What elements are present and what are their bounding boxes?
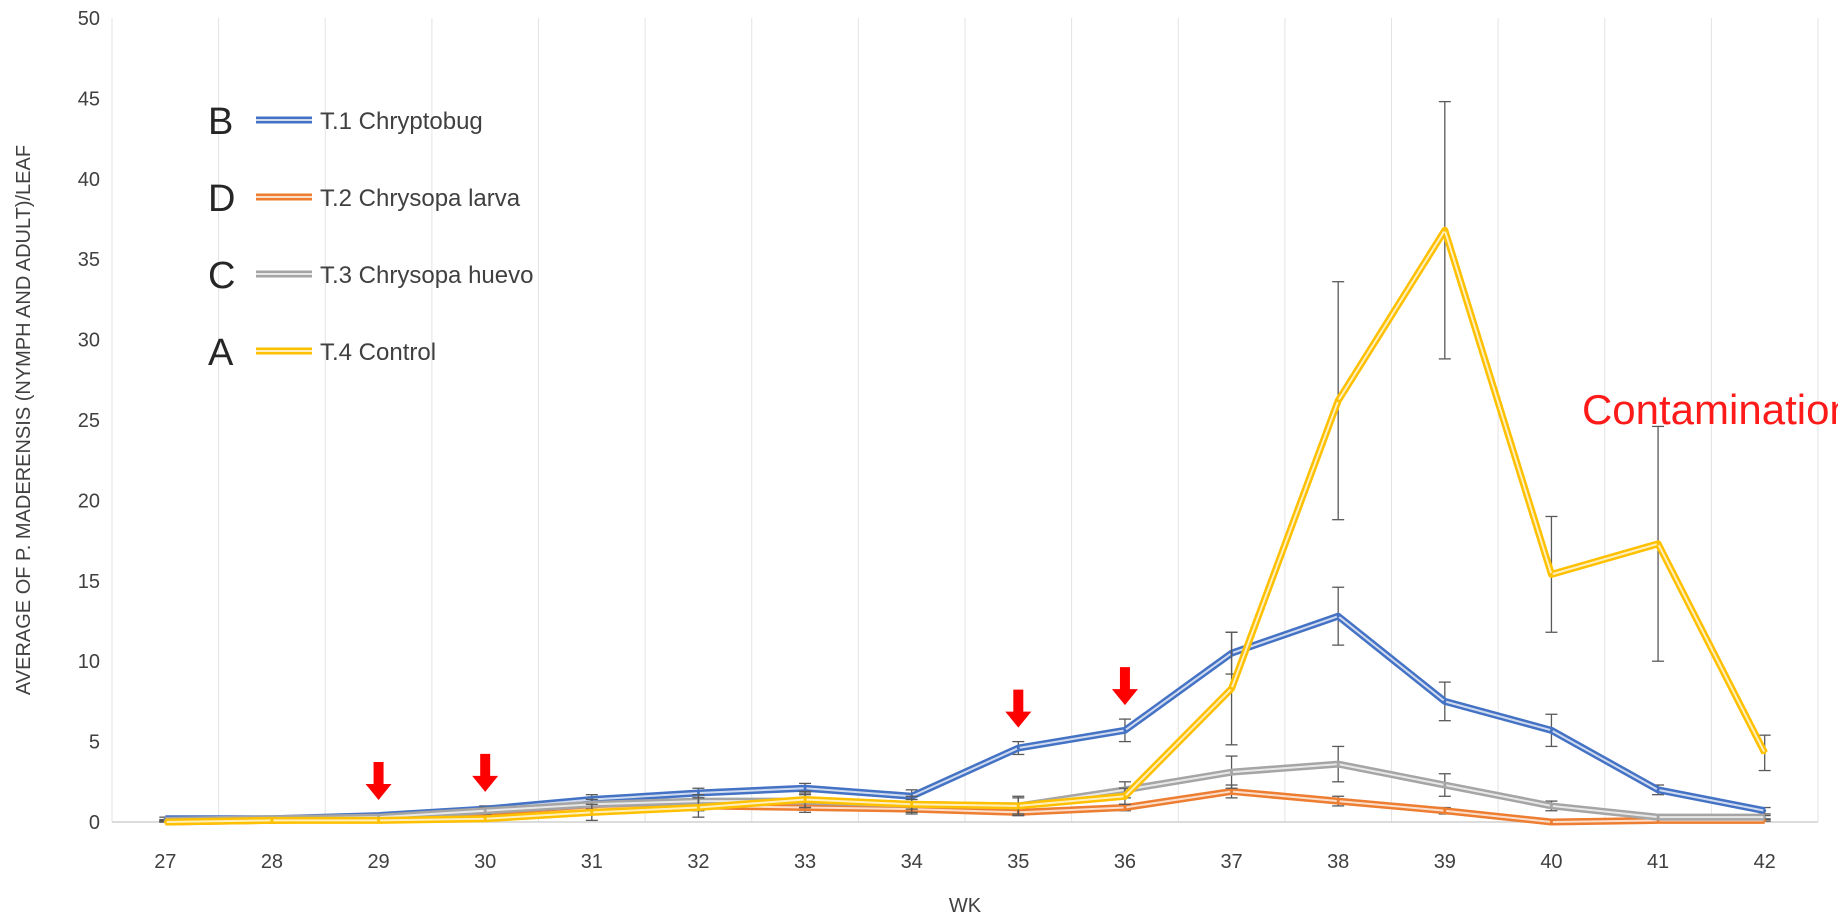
- data-point: [1549, 572, 1553, 576]
- data-point: [1016, 746, 1020, 750]
- y-tick-label: 20: [78, 490, 100, 512]
- data-point: [803, 797, 807, 801]
- vertical-gridlines: [111, 18, 1819, 822]
- data-point: [1230, 687, 1234, 691]
- legend-label: T.3 Chrysopa huevo: [320, 262, 533, 289]
- y-axis-title: AVERAGE OF P. MADERENSIS (NYMPH AND ADUL…: [13, 145, 35, 695]
- x-tick-label: 39: [1434, 851, 1456, 873]
- data-point: [1443, 809, 1447, 813]
- y-tick-label: 30: [78, 330, 100, 352]
- data-point: [483, 817, 487, 821]
- y-tick-label: 35: [78, 249, 100, 271]
- series-t-4-control: [159, 100, 1771, 826]
- legend-label: T.1 Chryptobug: [320, 108, 483, 135]
- series-line-highlight: [165, 229, 1766, 823]
- x-tick-label: 42: [1754, 851, 1776, 873]
- data-point: [1549, 820, 1553, 824]
- y-tick-label: 10: [78, 651, 100, 673]
- y-tick-label: 15: [78, 571, 100, 593]
- x-axis-title: WK: [949, 895, 982, 917]
- legend-letter: D: [208, 178, 235, 220]
- data-point: [696, 791, 700, 795]
- data-point: [483, 809, 487, 813]
- data-point: [696, 806, 700, 810]
- data-point: [1656, 815, 1660, 819]
- x-tick-label: 32: [687, 851, 709, 873]
- data-point: [270, 818, 274, 822]
- data-point: [1336, 762, 1340, 766]
- data-point: [1016, 804, 1020, 808]
- data-point: [1763, 809, 1767, 813]
- series-layer: [159, 100, 1771, 826]
- x-tick-label: 28: [261, 851, 283, 873]
- data-point: [163, 820, 167, 824]
- down-arrow-icon: [365, 761, 392, 800]
- y-tick-label: 50: [78, 8, 100, 30]
- data-point: [1656, 788, 1660, 792]
- legend-label: T.4 Control: [320, 339, 436, 366]
- x-tick-label: 27: [154, 851, 176, 873]
- legend-letter: A: [208, 332, 234, 374]
- data-point: [1443, 699, 1447, 703]
- x-tick-label: 37: [1220, 851, 1242, 873]
- legend-letter: B: [208, 101, 233, 143]
- data-point: [1336, 614, 1340, 618]
- data-point: [1336, 399, 1340, 403]
- data-point: [910, 802, 914, 806]
- x-tick-label: 31: [581, 851, 603, 873]
- data-point: [1443, 783, 1447, 787]
- x-tick-label: 34: [901, 851, 923, 873]
- x-tick-label: 33: [794, 851, 816, 873]
- y-tick-labels: 0 5 10 15 20 25 30 35 40 45 50: [78, 8, 100, 834]
- data-point: [1763, 815, 1767, 819]
- data-point: [1549, 728, 1553, 732]
- data-point: [1549, 804, 1553, 808]
- x-tick-label: 30: [474, 851, 496, 873]
- data-point: [803, 786, 807, 790]
- data-point: [590, 810, 594, 814]
- y-tick-label: 25: [78, 410, 100, 432]
- legend-label: T.2 Chrysopa larva: [320, 185, 521, 212]
- x-tick-label: 36: [1114, 851, 1136, 873]
- data-point: [1230, 770, 1234, 774]
- x-tick-label: 40: [1540, 851, 1562, 873]
- legend-letter: C: [208, 255, 235, 297]
- x-tick-label: 41: [1647, 851, 1669, 873]
- data-point: [1123, 728, 1127, 732]
- x-tick-label: 38: [1327, 851, 1349, 873]
- y-tick-label: 40: [78, 169, 100, 191]
- data-point: [377, 818, 381, 822]
- x-tick-labels: 27 28 29 30 31 32 33 34 35 36 37 38 39 40 41 42: [154, 851, 1776, 873]
- data-point: [1656, 542, 1660, 546]
- contamination-annotation: Contamination: [1582, 386, 1838, 433]
- treatment-arrows: [365, 667, 1138, 800]
- data-point: [1336, 799, 1340, 803]
- down-arrow-icon: [472, 753, 499, 792]
- down-arrow-icon: [1111, 667, 1138, 706]
- data-point: [1123, 794, 1127, 798]
- x-tick-label: 29: [367, 851, 389, 873]
- legend: B T.1 Chryptobug D T.2 Chrysopa larva C T.3 C…: [208, 101, 533, 374]
- data-point: [1123, 806, 1127, 810]
- data-point: [1763, 751, 1767, 755]
- data-point: [1230, 789, 1234, 793]
- down-arrow-icon: [1005, 689, 1032, 728]
- y-tick-label: 5: [89, 732, 100, 754]
- y-tick-label: 0: [89, 812, 100, 834]
- x-tick-label: 35: [1007, 851, 1029, 873]
- y-tick-label: 45: [78, 88, 100, 110]
- data-point: [1443, 228, 1447, 232]
